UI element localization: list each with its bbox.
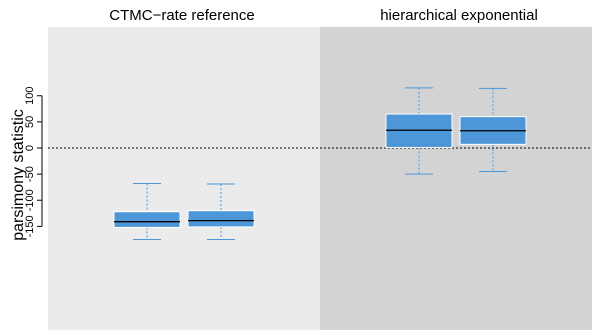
panel-titles: CTMC−rate reference hierarchical exponent… <box>109 7 538 24</box>
panel-title-1: CTMC−rate reference <box>109 7 254 24</box>
panel-title-2: hierarchical exponential <box>380 7 538 24</box>
box-2-1 <box>385 87 453 175</box>
panels <box>48 27 592 330</box>
box-2-2 <box>459 87 527 173</box>
y-tick-label-6: 100 <box>24 87 36 105</box>
panel-background-2 <box>320 27 592 330</box>
y-tick-label-5: 50 <box>24 116 36 128</box>
y-tick-label-3: -50 <box>24 166 36 182</box>
box-1-1 <box>113 183 181 240</box>
y-tick-label-4: 0 <box>24 145 36 151</box>
box-1-2 <box>187 183 255 240</box>
y-tick-label-1: -150 <box>24 215 36 237</box>
y-axis-label: parsimony statistic <box>10 109 27 241</box>
panel-background-1 <box>48 27 320 330</box>
y-axis: -150 -100 -50 0 50 100 <box>24 87 43 237</box>
box-body <box>187 210 255 228</box>
y-tick-label-2: -100 <box>24 189 36 211</box>
boxes <box>113 87 527 240</box>
box-body <box>113 211 181 228</box>
